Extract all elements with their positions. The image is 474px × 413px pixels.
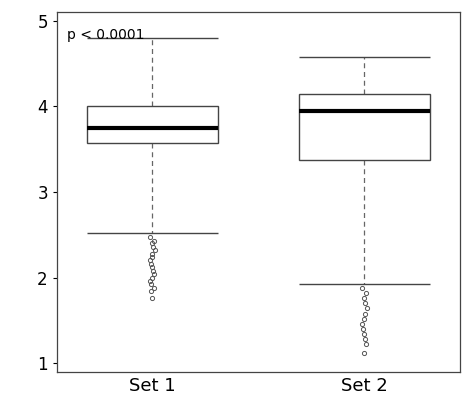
Bar	[299, 94, 430, 159]
Text: p < 0.0001: p < 0.0001	[67, 28, 145, 42]
Bar	[87, 107, 218, 143]
